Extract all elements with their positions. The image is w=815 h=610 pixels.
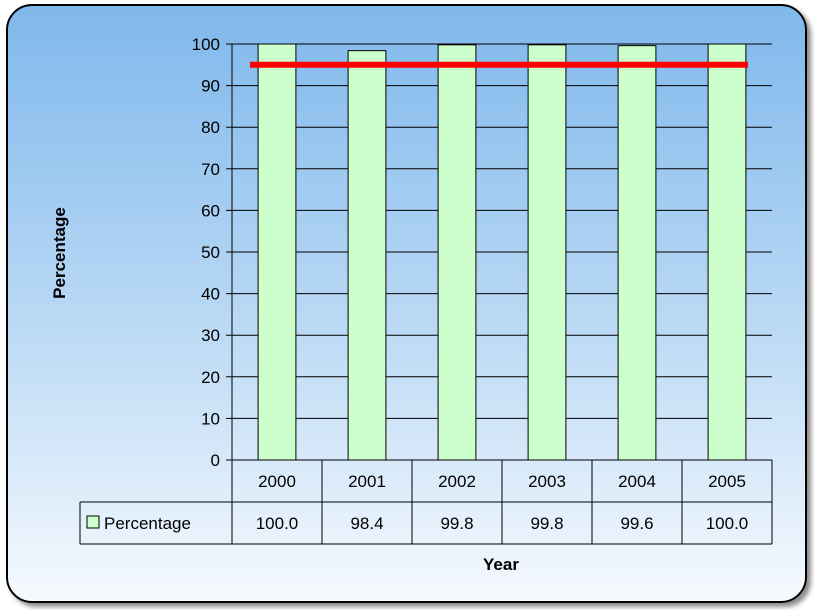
legend-swatch: [86, 515, 100, 529]
y-tick-label: 60: [201, 201, 220, 220]
y-tick-label: 20: [201, 368, 220, 387]
y-tick-label: 100: [192, 35, 220, 54]
y-tick-label: 0: [211, 451, 220, 470]
data-label: 99.8: [440, 514, 473, 533]
data-label: 99.8: [530, 514, 563, 533]
x-tick-label: 2005: [708, 472, 746, 491]
y-tick-label: 70: [201, 160, 220, 179]
bar: [707, 43, 747, 461]
x-tick-label: 2002: [438, 472, 476, 491]
bar: [437, 44, 477, 461]
y-axis-title: Percentage: [50, 207, 69, 299]
data-label: 99.6: [620, 514, 653, 533]
x-tick-label: 2004: [618, 472, 656, 491]
y-tick-label: 90: [201, 77, 220, 96]
y-tick-label: 10: [201, 409, 220, 428]
legend-label: Percentage: [104, 514, 191, 533]
y-tick-label: 40: [201, 285, 220, 304]
x-tick-label: 2000: [258, 472, 296, 491]
data-label: 100.0: [256, 514, 299, 533]
x-axis-title: Year: [483, 555, 519, 574]
y-tick-label: 50: [201, 243, 220, 262]
gridlines: [232, 43, 772, 461]
y-tick-label: 30: [201, 326, 220, 345]
data-label: 98.4: [350, 514, 383, 533]
bar: [527, 44, 567, 461]
bar: [347, 50, 387, 461]
bars: [250, 43, 748, 461]
x-tick-label: 2003: [528, 472, 566, 491]
y-axis-ticks: 0 10 20 30 40 50 60 70 80 90 100: [192, 35, 233, 470]
x-tick-label: 2001: [348, 472, 386, 491]
bar: [257, 43, 297, 461]
data-label: 100.0: [706, 514, 749, 533]
bar: [617, 45, 657, 461]
chart-frame: [6, 4, 807, 603]
y-tick-label: 80: [201, 118, 220, 137]
data-table: 2000 2001 2002 2003 2004 2005 100.0 98.4 99.8 99.…: [79, 459, 773, 545]
